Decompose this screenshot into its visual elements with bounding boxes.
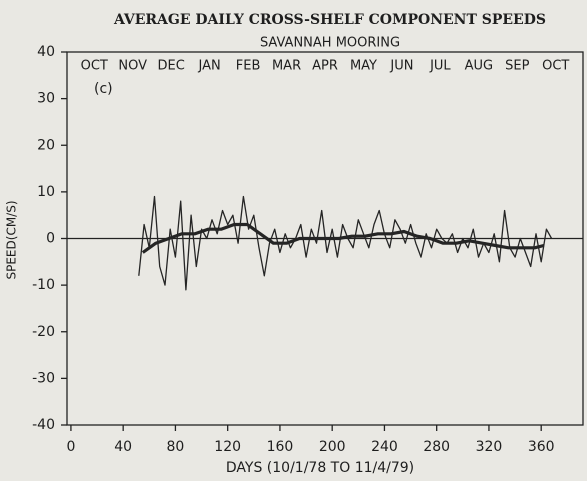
month-label: SEP (505, 59, 529, 74)
x-tick-label: 240 (371, 439, 398, 455)
month-label: APR (312, 59, 338, 74)
x-tick-label: 40 (114, 439, 132, 455)
x-tick-label: 0 (66, 439, 75, 455)
month-label: MAY (350, 59, 377, 74)
x-tick-label: 160 (267, 439, 294, 455)
month-label: OCT (81, 59, 108, 74)
y-tick-label: 0 (46, 231, 55, 247)
y-tick-label: -30 (32, 370, 55, 386)
y-tick-label: 40 (37, 44, 55, 60)
month-label: JUL (429, 59, 451, 74)
panel-label: (c) (94, 81, 113, 97)
y-tick-label: -20 (32, 324, 55, 340)
month-label: FEB (236, 59, 261, 74)
x-tick-label: 320 (476, 439, 503, 455)
data-line (138, 195, 553, 291)
y-axis-label: SPEED(CM/S) (5, 200, 19, 279)
y-tick-label: -40 (32, 417, 55, 433)
month-label: OCT (542, 59, 569, 74)
x-axis-label: DAYS (10/1/78 TO 11/4/79) (226, 460, 414, 476)
x-tick-label: 80 (167, 439, 185, 455)
chart-title: AVERAGE DAILY CROSS-SHELF COMPONENT SPEE… (113, 12, 546, 28)
y-tick-label: -10 (32, 277, 55, 293)
month-label: NOV (118, 59, 147, 74)
y-tick-label: 10 (37, 184, 55, 200)
x-tick-label: 200 (319, 439, 346, 455)
month-label: AUG (465, 59, 493, 74)
chart-subtitle: SAVANNAH MOORING (260, 36, 400, 51)
y-tick-label: 20 (37, 137, 55, 153)
month-label: DEC (157, 59, 184, 74)
x-tick-label: 280 (423, 439, 450, 455)
month-label: JUN (389, 59, 413, 74)
y-tick-label: 30 (37, 91, 55, 107)
x-tick-label: 120 (214, 439, 241, 455)
month-label: JAN (197, 59, 220, 74)
x-tick-label: 360 (528, 439, 555, 455)
month-label: MAR (272, 59, 301, 74)
data-line (141, 222, 545, 254)
